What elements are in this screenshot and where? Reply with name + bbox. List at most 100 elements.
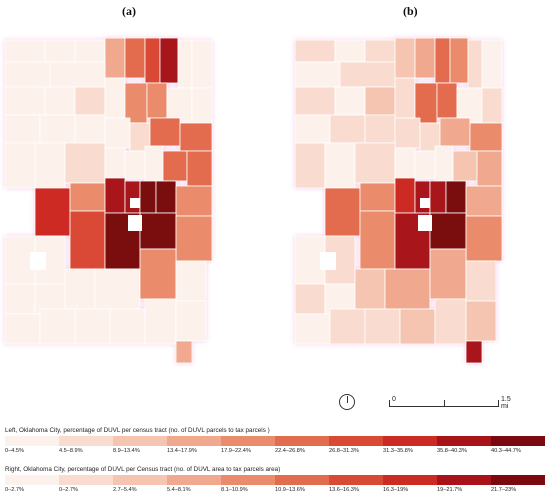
legend-swatch	[275, 436, 329, 446]
census-tract	[139, 180, 157, 214]
legend-class-label: 8.9–13.4%	[113, 448, 140, 454]
census-tract	[294, 61, 341, 88]
census-tract	[124, 180, 141, 214]
legend-right-title: Right, Oklahoma City, percentage of DUVL…	[5, 466, 281, 473]
census-tract	[414, 150, 436, 180]
census-tract	[414, 82, 438, 124]
census-tract	[74, 39, 106, 63]
legend-swatch	[113, 436, 167, 446]
legend-class-label: 2.7–5.4%	[113, 487, 137, 493]
census-tract	[481, 39, 503, 89]
census-tract	[339, 61, 396, 88]
census-tract	[124, 37, 146, 79]
census-tract	[104, 177, 126, 214]
census-tract	[414, 37, 436, 79]
census-tract	[329, 114, 366, 144]
census-tract	[69, 210, 106, 270]
legend-class-label: 13.6–16.3%	[329, 487, 359, 493]
legend-right: Right, Oklahoma City, percentage of DUVL…	[5, 466, 545, 493]
census-tract	[175, 185, 213, 217]
legend-right-swatches	[5, 475, 545, 485]
census-tract	[175, 260, 207, 302]
map-left	[4, 37, 213, 364]
legend-swatch	[59, 475, 113, 485]
census-tract	[162, 150, 188, 182]
census-tract	[394, 177, 416, 214]
legend-class-label: 0–2.7%	[59, 487, 78, 493]
census-tract	[364, 39, 396, 63]
census-tract	[104, 77, 126, 119]
census-tract	[44, 86, 76, 116]
legend-class-label: 0–2.7%	[5, 487, 24, 493]
legend-class-label: 17.9–22.4%	[221, 448, 251, 454]
census-tract	[364, 86, 396, 116]
census-tract	[429, 180, 447, 214]
census-tract	[445, 180, 467, 214]
census-tract	[175, 300, 207, 342]
legend-left-swatches	[5, 436, 545, 446]
census-tract	[465, 300, 497, 342]
legend-class-label: 5.4–8.1%	[167, 487, 191, 493]
census-tract	[434, 298, 467, 345]
legend-class-label: 22.4–26.8%	[275, 448, 305, 454]
census-tract	[294, 313, 331, 345]
census-tract	[294, 39, 336, 63]
legend-left: Left, Oklahoma City, percentage of DUVL …	[5, 427, 545, 454]
census-tract	[294, 114, 331, 144]
census-tract	[109, 308, 146, 345]
scale-start-label: 0	[392, 396, 396, 403]
census-tract	[429, 248, 467, 300]
census-tract	[74, 86, 106, 116]
panel-label-b: (b)	[403, 4, 418, 18]
scale-bar: 0 1.5 mi	[389, 396, 511, 410]
census-tract	[465, 260, 497, 302]
legend-class-label: 13.4–17.9%	[167, 448, 197, 454]
census-tract	[186, 150, 213, 187]
census-tract	[364, 308, 401, 345]
census-tract	[294, 283, 326, 315]
census-tract	[394, 77, 416, 119]
legend-swatch	[491, 436, 545, 446]
census-tract	[74, 308, 111, 345]
excluded-area	[30, 252, 46, 270]
census-tract	[64, 142, 106, 184]
legend-class-label: 16.3–19%	[383, 487, 409, 493]
legend-class-label: 26.8–31.3%	[329, 448, 359, 454]
excluded-area	[128, 215, 142, 231]
census-tract	[434, 145, 454, 182]
census-tract	[64, 268, 96, 310]
census-tract	[34, 187, 71, 237]
census-tract	[399, 308, 436, 345]
census-tract	[44, 39, 76, 63]
census-tract	[39, 308, 76, 345]
legend-swatch	[437, 475, 491, 485]
census-tract	[94, 268, 141, 310]
north-arrow-icon	[339, 394, 355, 410]
census-tract	[39, 114, 76, 144]
census-tract	[359, 210, 396, 270]
excluded-area	[320, 252, 336, 270]
legend-swatch	[167, 436, 221, 446]
census-tract	[394, 147, 416, 179]
census-tract	[449, 37, 469, 84]
census-tract	[104, 117, 131, 149]
census-tract	[394, 37, 416, 79]
legend-class-label: 19–21.7%	[437, 487, 463, 493]
census-tract	[384, 268, 431, 310]
legend-swatch	[437, 436, 491, 446]
census-tract	[166, 87, 193, 124]
excluded-area	[130, 198, 140, 208]
census-tract	[144, 145, 164, 182]
census-tract	[144, 298, 177, 345]
legend-swatch	[329, 436, 383, 446]
legend-class-label: 4.5–8.9%	[59, 448, 83, 454]
legend-swatch	[221, 475, 275, 485]
census-tract	[124, 150, 146, 180]
census-tract	[104, 37, 126, 79]
census-tract	[179, 122, 213, 152]
census-tract	[139, 248, 177, 300]
census-tract	[177, 39, 193, 89]
census-tract	[452, 150, 478, 182]
census-tract	[104, 147, 126, 179]
census-tract	[436, 82, 458, 119]
